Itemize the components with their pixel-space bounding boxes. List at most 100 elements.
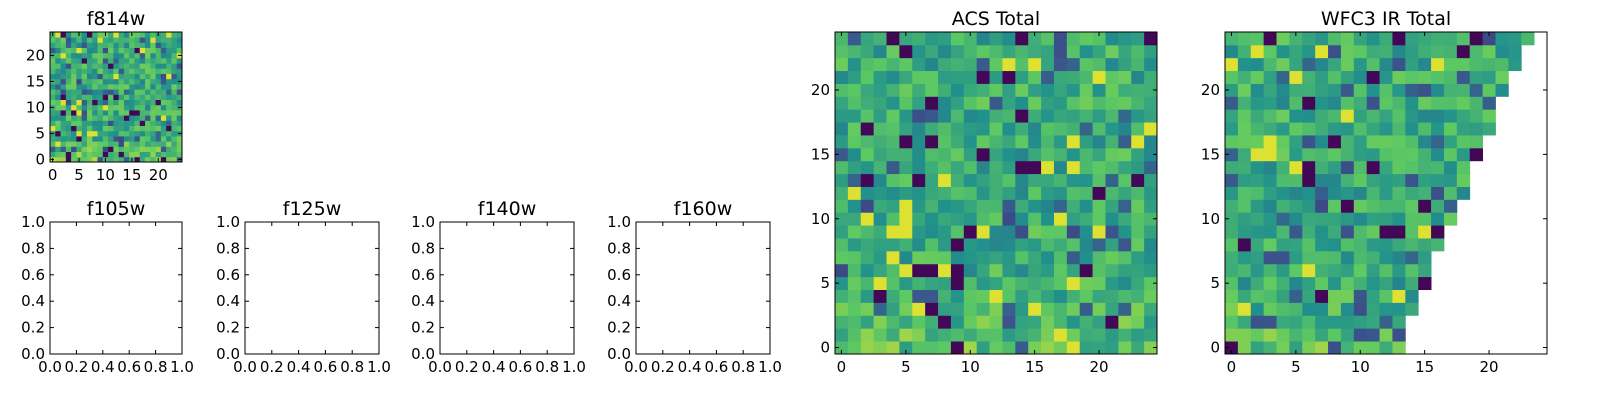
heatmap-cell [989, 199, 1003, 213]
heatmap-cell [925, 302, 939, 316]
heatmap-cell [950, 160, 965, 175]
heatmap-cell [899, 83, 913, 97]
heatmap-cell [1028, 173, 1042, 187]
heatmap-cell [1366, 173, 1380, 187]
heatmap-cell [171, 32, 178, 38]
heatmap-cell [166, 58, 172, 64]
heatmap-cell [129, 104, 135, 111]
heatmap-cell [65, 78, 72, 85]
heatmap-cell [1328, 109, 1342, 123]
heatmap-cell [1079, 32, 1093, 46]
heatmap-cell [1328, 57, 1342, 72]
heatmap-cell [1482, 83, 1496, 97]
heatmap-cell [1289, 186, 1303, 200]
heatmap-cell [873, 70, 887, 84]
heatmap-cell [989, 212, 1003, 226]
heatmap-cell [886, 238, 900, 252]
heatmap-cell [912, 225, 926, 239]
heatmap-cell [1302, 238, 1316, 252]
heatmap-cell [50, 37, 56, 43]
heatmap-cell [912, 315, 926, 329]
heatmap-cell [145, 47, 151, 54]
heatmap-cell [976, 147, 990, 162]
heatmap-cell [155, 115, 162, 121]
heatmap-cell [1002, 83, 1016, 97]
heatmap-cell [1237, 83, 1252, 97]
heatmap-cell [1340, 70, 1355, 84]
heatmap-cell [1144, 341, 1158, 355]
heatmap-cell [1289, 238, 1303, 252]
heatmap-cell [963, 173, 978, 187]
heatmap-cell [176, 47, 183, 54]
heatmap-cell [963, 289, 978, 303]
heatmap-cell [1302, 276, 1316, 290]
heatmap-cell [899, 57, 913, 72]
heatmap-cell [950, 328, 965, 342]
heatmap-cell [1328, 238, 1342, 252]
heatmap-cell [1405, 32, 1419, 46]
axes-frame [439, 221, 575, 355]
x-tick-label: 1.0 [758, 358, 782, 376]
heatmap-cell [1105, 212, 1119, 226]
heatmap-cell [899, 250, 913, 265]
heatmap-cell [1418, 32, 1432, 46]
heatmap-cell [1302, 70, 1316, 84]
heatmap-cell [1053, 160, 1068, 175]
heatmap-cell [1225, 109, 1239, 123]
heatmap-cell [1405, 96, 1419, 110]
y-tick-label: 15 [26, 72, 45, 90]
heatmap-cell [835, 263, 849, 278]
heatmap-cell [139, 120, 146, 126]
heatmap-cell [139, 94, 146, 100]
heatmap-cell [160, 32, 167, 38]
heatmap-cell [1302, 160, 1316, 175]
y-tick-label: 20 [811, 81, 830, 99]
heatmap-cell [886, 263, 900, 278]
heatmap-cell [71, 130, 77, 137]
heatmap-cell [1105, 276, 1119, 290]
heatmap-cell [92, 84, 98, 90]
heatmap-cell [1328, 147, 1342, 162]
heatmap-cell [1092, 186, 1106, 200]
heatmap-cell [925, 70, 939, 84]
heatmap-cell [1225, 96, 1239, 110]
heatmap-cell [102, 104, 109, 111]
heatmap-cell [1431, 212, 1445, 226]
heatmap-cell [71, 52, 77, 59]
heatmap-cell [92, 146, 98, 152]
heatmap-cell [1250, 315, 1265, 329]
y-tick-label: 5 [35, 124, 45, 142]
heatmap-cell [166, 156, 172, 163]
heatmap-cell [1250, 250, 1265, 265]
heatmap-cell [1418, 212, 1432, 226]
heatmap-cell [1289, 160, 1303, 175]
heatmap-cell [171, 156, 178, 163]
heatmap-cell [1118, 341, 1132, 355]
heatmap-cell [65, 151, 72, 158]
heatmap-cell [925, 328, 939, 342]
heatmap-cell [989, 57, 1003, 72]
heatmap-cell [938, 160, 952, 175]
y-tick-label: 0.0 [411, 345, 435, 363]
heatmap-cell [1379, 135, 1393, 149]
subplot-title: ACS Total [952, 8, 1040, 30]
heatmap-cell [1340, 302, 1355, 316]
heatmap-cell [873, 44, 887, 59]
heatmap-cell [1002, 32, 1016, 46]
heatmap-cell [873, 302, 887, 316]
heatmap-cell [1131, 315, 1145, 329]
heatmap-cell [1521, 32, 1535, 46]
heatmap-cell [1028, 199, 1042, 213]
heatmap-cell [86, 99, 93, 106]
heatmap-cell [55, 32, 61, 38]
heatmap-cell [1456, 186, 1471, 200]
heatmap-cell [976, 199, 990, 213]
heatmap-cell [1092, 289, 1106, 303]
heatmap-cell [113, 125, 120, 132]
heatmap-cell [1118, 70, 1132, 84]
heatmap-cell [1028, 44, 1042, 59]
heatmap-cell [1002, 57, 1016, 72]
heatmap-cell [134, 89, 141, 95]
heatmap-cell [1353, 263, 1368, 278]
